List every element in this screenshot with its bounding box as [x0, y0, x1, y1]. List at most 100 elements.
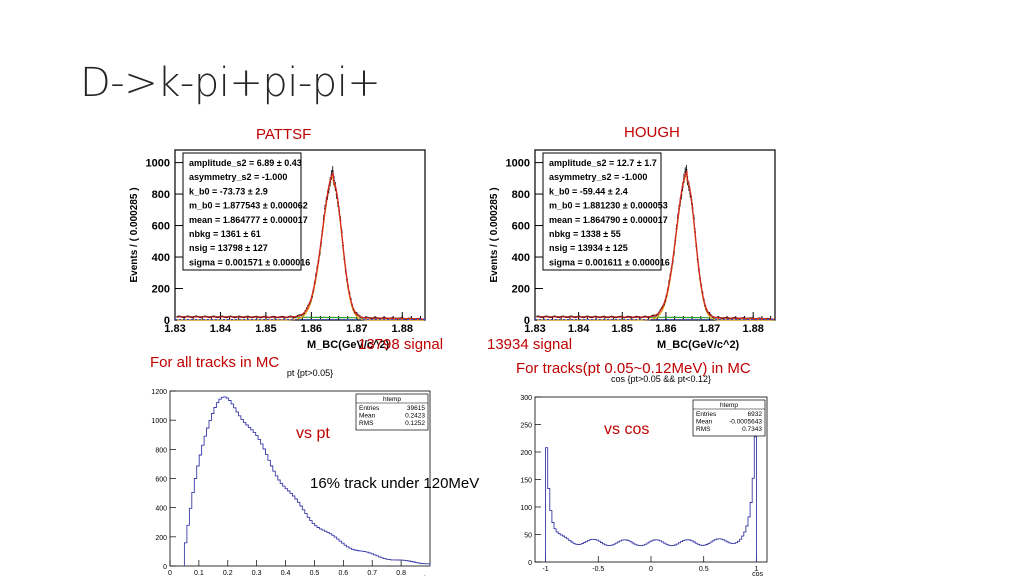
stats-value: 0.2423	[405, 413, 425, 420]
stats-title: htemp	[720, 402, 738, 409]
y-tick-label: 600	[512, 221, 530, 233]
x-tick-label: -0.5	[592, 566, 604, 573]
stats-box-frame	[542, 152, 662, 271]
fit-stat-line: m_b0 = 1.877543 ± 0.000062	[189, 201, 308, 211]
fit-stats-box: amplitude_s2 = 6.89 ± 0.43 asymmetry_s2 =…	[182, 152, 310, 271]
x-tick-label: 1.84	[210, 323, 232, 335]
y-tick-label: 50	[524, 533, 532, 540]
hough-label: HOUGH	[624, 124, 680, 141]
y-tick-label: 800	[512, 189, 530, 201]
caption-left: For all tracks in MC	[150, 354, 280, 371]
y-tick-label: 1200	[151, 389, 167, 396]
fit-stat-line: amplitude_s2 = 6.89 ± 0.43	[189, 158, 302, 168]
hist-stats-box	[692, 399, 766, 437]
pt-histogram: pt {pt>0.05} 0 200 400 600 800 1000 1200 0 0.1 0.2…	[151, 368, 431, 576]
fit-stat-line: nbkg = 1361 ± 61	[189, 229, 261, 239]
stats-value: -0.0005643	[729, 419, 762, 426]
fit-stat-line: nsig = 13798 ± 127	[189, 243, 268, 253]
fit-stats-box: amplitude_s2 = 12.7 ± 1.7 asymmetry_s2 = …	[542, 152, 670, 271]
fit-stat-line: mean = 1.864790 ± 0.000017	[549, 215, 668, 225]
fit-stat-line: asymmetry_s2 = -1.000	[189, 172, 287, 182]
y-tick-label: 0	[524, 315, 530, 327]
track-note: 16% track under 120MeV	[310, 475, 480, 492]
y-axis-label: Events / ( 0.000285 )	[129, 187, 140, 282]
signal-curve	[177, 174, 425, 321]
x-axis-label: cos	[752, 571, 763, 576]
x-tick-label: 0	[168, 570, 172, 576]
y-tick-label: 800	[155, 447, 167, 454]
x-tick-label: 0.6	[338, 570, 348, 576]
vs-cos-label: vs cos	[604, 421, 650, 438]
slide-title: D->k-pi+pi-pi+	[80, 60, 381, 106]
stats-value: 6932	[748, 411, 763, 418]
histogram-bars	[183, 396, 431, 566]
x-tick-label: 0.2	[223, 570, 233, 576]
x-tick-label: 1	[755, 566, 759, 573]
mbc-plot-hough: 1.83 1.84 1.85 1.86 1.87 1.88 0 200 400 600 800 100…	[489, 149, 776, 351]
x-tick-label: 0.4	[281, 570, 291, 576]
x-tick-label: 1.84	[568, 323, 590, 335]
total-fit-curve	[537, 170, 775, 320]
x-tick-label: 1.87	[346, 323, 367, 335]
stats-key: Entries	[359, 405, 380, 412]
vs-pt-label: vs pt	[296, 425, 330, 442]
y-tick-label: 300	[520, 395, 532, 402]
y-tick-label: 600	[152, 221, 170, 233]
stats-key: RMS	[359, 420, 374, 427]
hist-stats-box	[355, 393, 429, 431]
x-tick-label: 1.86	[655, 323, 676, 335]
x-tick-label: 1.83	[164, 323, 185, 335]
x-axis-label: M_BC(GeV/c^2)	[307, 339, 390, 351]
x-tick-label: 0.5	[699, 566, 709, 573]
stats-value: 39615	[407, 405, 425, 412]
x-tick-label: 1.85	[255, 323, 276, 335]
x-tick-label: 1.87	[699, 323, 720, 335]
x-tick-label: 0.3	[252, 570, 262, 576]
data-point	[331, 170, 334, 172]
stats-title: htemp	[383, 396, 401, 403]
y-tick-label: 150	[520, 478, 532, 485]
fit-stat-line: amplitude_s2 = 12.7 ± 1.7	[549, 158, 657, 168]
y-tick-label: 400	[512, 252, 530, 264]
histogram-bars	[545, 436, 757, 562]
x-tick-label: 1.88	[742, 323, 763, 335]
x-tick-label: 1.83	[524, 323, 545, 335]
data-point	[685, 168, 688, 171]
x-tick-label: 1.88	[392, 323, 413, 335]
y-tick-label: 400	[152, 252, 170, 264]
stats-key: Mean	[359, 413, 376, 420]
mbc-plot-pattsf: 1.83 1.84 1.85 1.86 1.87 1.88 0 200 400 600 800 100…	[129, 149, 426, 351]
x-tick-label: 1.86	[301, 323, 322, 335]
y-tick-label: 0	[163, 564, 167, 571]
stats-key: Entries	[696, 411, 717, 418]
stats-box-frame	[182, 152, 302, 271]
fit-stat-line: k_b0 = -73.73 ± 2.9	[189, 186, 268, 196]
fit-stat-line: nsig = 13934 ± 125	[549, 243, 628, 253]
y-tick-label: 600	[155, 477, 167, 484]
x-tick-label: 0	[649, 566, 653, 573]
fit-stat-line: mean = 1.864777 ± 0.000017	[189, 215, 308, 225]
fit-stat-line: nbkg = 1338 ± 55	[549, 229, 621, 239]
y-tick-label: 800	[152, 189, 170, 201]
x-axis-label: M_BC(GeV/c^2)	[657, 339, 740, 351]
fit-stat-line: k_b0 = -59.44 ± 2.4	[549, 186, 628, 196]
fit-stat-line: m_b0 = 1.881230 ± 0.000053	[549, 201, 668, 211]
fit-stat-line: asymmetry_s2 = -1.000	[549, 172, 647, 182]
total-fit-curve	[177, 171, 425, 320]
y-tick-label: 200	[152, 284, 170, 296]
stats-value: 0.1252	[405, 420, 425, 427]
y-tick-label: 100	[520, 505, 532, 512]
hist-title: pt {pt>0.05}	[287, 368, 333, 378]
y-tick-label: 250	[520, 423, 532, 430]
y-axis-label: Events / ( 0.000285 )	[489, 187, 500, 282]
stats-value: 0.7343	[742, 426, 762, 433]
y-tick-label: 0	[528, 560, 532, 567]
caption-right: For tracks(pt 0.05~0.12MeV) in MC	[516, 360, 751, 377]
cos-histogram: cos {pt>0.05 && pt<0.12} 0 50 100 150 200 250 3…	[520, 374, 768, 576]
fit-stat-line: sigma = 0.001611 ± 0.000016	[549, 257, 670, 267]
x-tick-label: 0.5	[310, 570, 320, 576]
y-tick-label: 0	[164, 315, 170, 327]
signal-right: 13934 signal	[487, 336, 573, 353]
x-tick-label: 0.8	[396, 570, 406, 576]
y-tick-label: 1000	[146, 158, 170, 170]
